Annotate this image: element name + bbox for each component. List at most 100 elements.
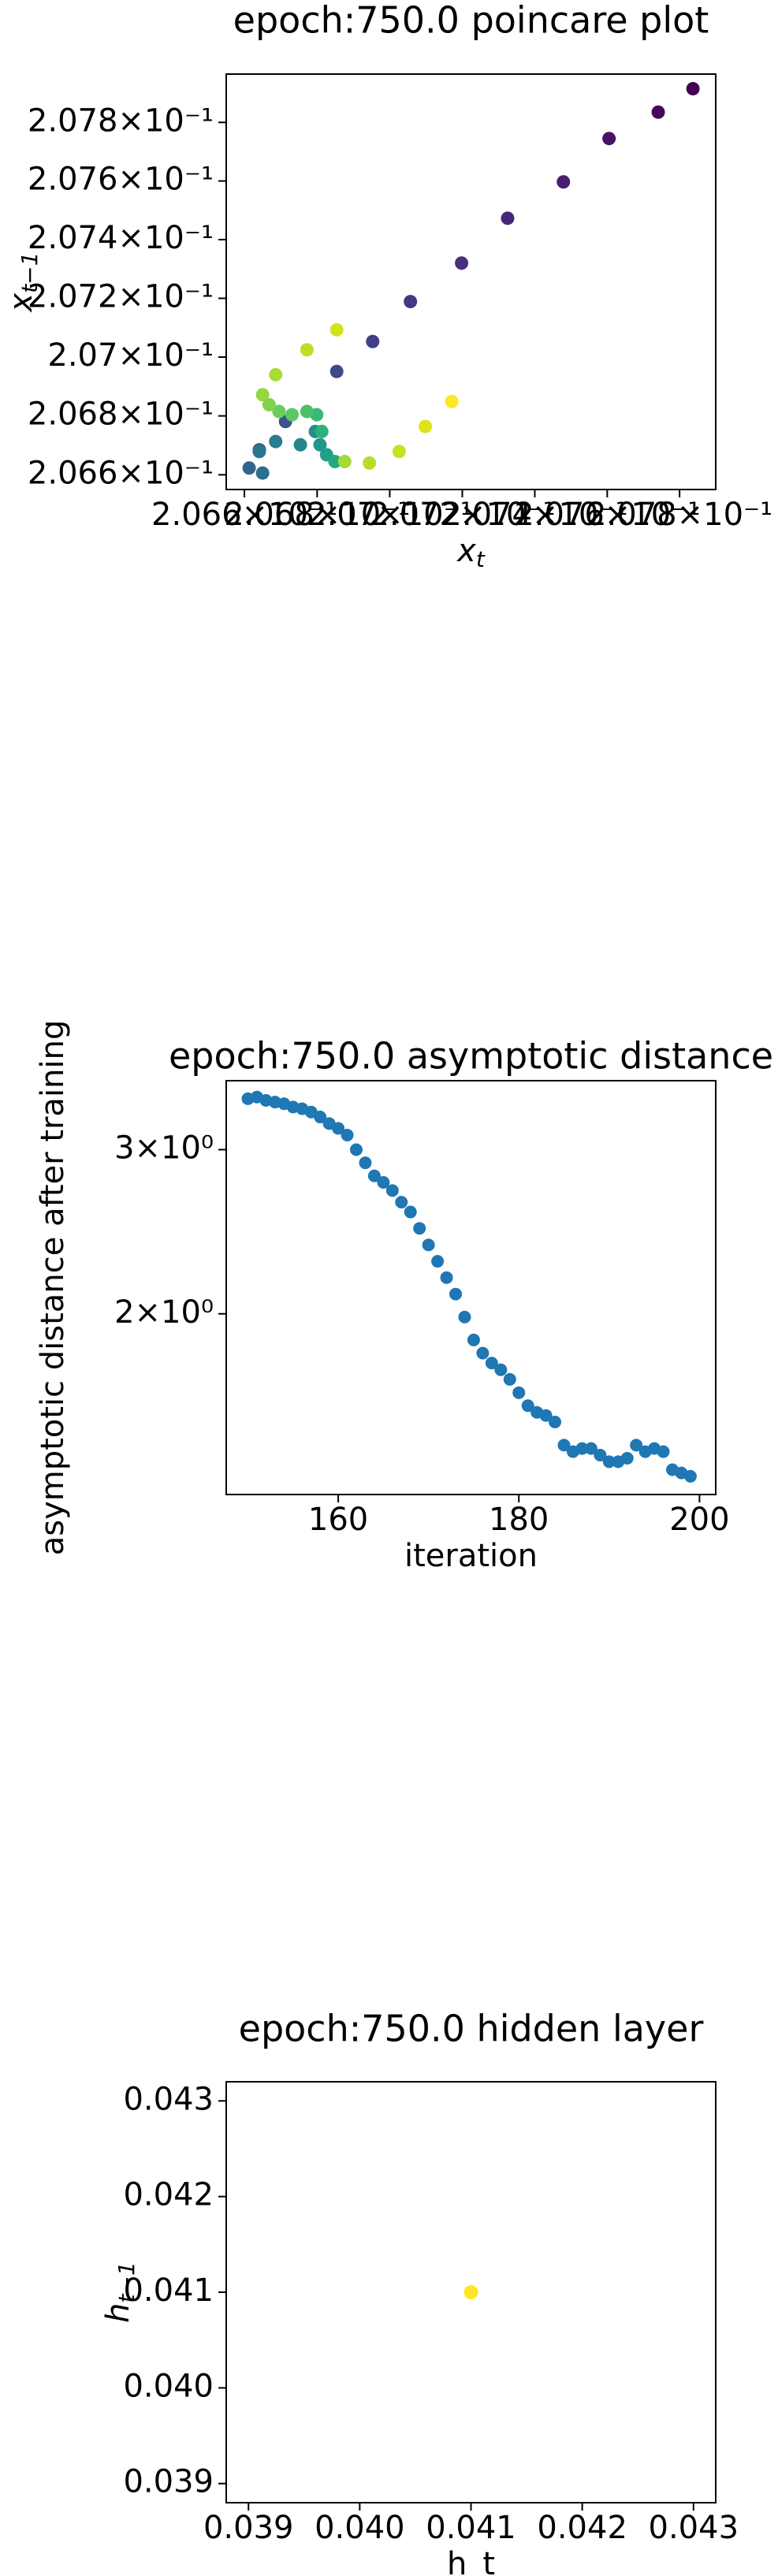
point	[431, 1255, 445, 1268]
point	[476, 1346, 490, 1360]
point	[242, 461, 256, 475]
point	[328, 455, 342, 469]
point	[463, 2285, 478, 2299]
point	[366, 334, 380, 348]
x-tick-label: 2.068×10⁻¹	[224, 497, 410, 533]
plot-frame	[225, 2081, 717, 2503]
x-tick-label: 0.040	[315, 2510, 405, 2546]
point	[686, 82, 700, 96]
point	[300, 404, 314, 419]
point	[337, 455, 352, 469]
point	[269, 367, 283, 382]
point	[262, 397, 276, 411]
point	[367, 1169, 381, 1182]
point	[377, 1176, 390, 1189]
y-axis-label: ht−1	[100, 2261, 140, 2323]
plot-frame	[225, 73, 717, 490]
point	[485, 1357, 498, 1370]
y-tick-label: 2.074×10⁻¹	[28, 220, 214, 256]
y-tick-label: 2.068×10⁻¹	[28, 396, 214, 433]
y-tick-label: 2.076×10⁻¹	[28, 162, 214, 198]
y-tick-label: 2.078×10⁻¹	[28, 102, 214, 139]
y-tick-label: 0.040	[123, 2368, 214, 2404]
point	[419, 419, 433, 434]
y-axis-label: xt−1	[3, 252, 43, 314]
point	[557, 1439, 571, 1452]
point	[494, 1363, 508, 1376]
x-tick-label: 2.076×10⁻¹	[514, 497, 700, 533]
point	[404, 295, 418, 309]
point	[392, 445, 406, 459]
chart-title: epoch:750.0 hidden layer	[239, 2008, 704, 2050]
point	[395, 1196, 408, 1209]
point	[445, 394, 459, 408]
point	[455, 256, 469, 270]
chart-title: epoch:750.0 asymptotic distance	[169, 1035, 773, 1078]
point	[314, 1111, 327, 1124]
x-axis-label: xt	[456, 533, 486, 572]
point	[467, 1333, 480, 1346]
x-tick-label: 0.041	[426, 2510, 516, 2546]
point	[385, 1184, 399, 1197]
point	[269, 434, 283, 449]
y-tick-label: 2.07×10⁻¹	[47, 337, 214, 374]
point	[329, 322, 344, 337]
point	[404, 1205, 417, 1219]
point	[602, 1455, 616, 1469]
point	[293, 437, 307, 452]
x-tick-label: 2.074×10⁻¹	[441, 497, 627, 533]
point	[501, 211, 515, 225]
point	[521, 1399, 534, 1413]
x-tick-label: 2.066×10⁻¹	[151, 497, 337, 533]
point	[557, 175, 571, 189]
point	[359, 1156, 372, 1170]
point	[539, 1409, 553, 1422]
x-tick-label: 0.043	[649, 2510, 739, 2546]
point	[602, 132, 616, 146]
point	[657, 1445, 670, 1458]
x-tick-label: 2.072×10⁻¹	[369, 497, 555, 533]
x-tick-label: 160	[308, 1502, 368, 1538]
point	[329, 364, 344, 378]
point	[313, 437, 327, 452]
point	[549, 1416, 562, 1429]
point	[413, 1222, 426, 1235]
x-tick-label: 2.078×10⁻¹	[586, 497, 772, 533]
plot-frame	[225, 1080, 717, 1495]
point	[272, 404, 286, 419]
y-tick-label: 2.072×10⁻¹	[28, 278, 214, 315]
point	[651, 105, 665, 119]
y-tick-label: 0.042	[123, 2177, 214, 2213]
point	[620, 1451, 634, 1465]
chart-title: epoch:750.0 poincare plot	[233, 0, 709, 42]
x-tick-label: 180	[489, 1502, 549, 1538]
point	[575, 1442, 589, 1455]
point	[594, 1448, 607, 1461]
point	[255, 388, 270, 402]
point	[683, 1469, 697, 1483]
y-tick-label: 0.039	[123, 2464, 214, 2500]
point	[252, 445, 266, 459]
x-tick-label: 0.042	[537, 2510, 627, 2546]
point	[300, 343, 314, 357]
point	[315, 424, 329, 438]
point	[349, 1143, 363, 1156]
y-axis-label: asymptotic distance after training	[35, 1020, 71, 1556]
point	[503, 1372, 516, 1386]
y-tick-label: 3×10⁰	[114, 1130, 214, 1166]
point	[341, 1128, 354, 1141]
point	[584, 1442, 597, 1455]
y-tick-label: 2×10⁰	[114, 1294, 214, 1331]
y-tick-label: 0.041	[123, 2273, 214, 2309]
x-tick-label: 0.039	[203, 2510, 294, 2546]
point	[440, 1271, 453, 1284]
point	[363, 456, 377, 470]
x-axis-label: h_t	[447, 2546, 495, 2576]
point	[422, 1238, 435, 1252]
point	[255, 466, 270, 480]
point	[458, 1310, 471, 1323]
x-tick-label: 200	[669, 1502, 729, 1538]
y-tick-label: 0.043	[123, 2081, 214, 2117]
y-tick-label: 2.066×10⁻¹	[28, 455, 214, 491]
